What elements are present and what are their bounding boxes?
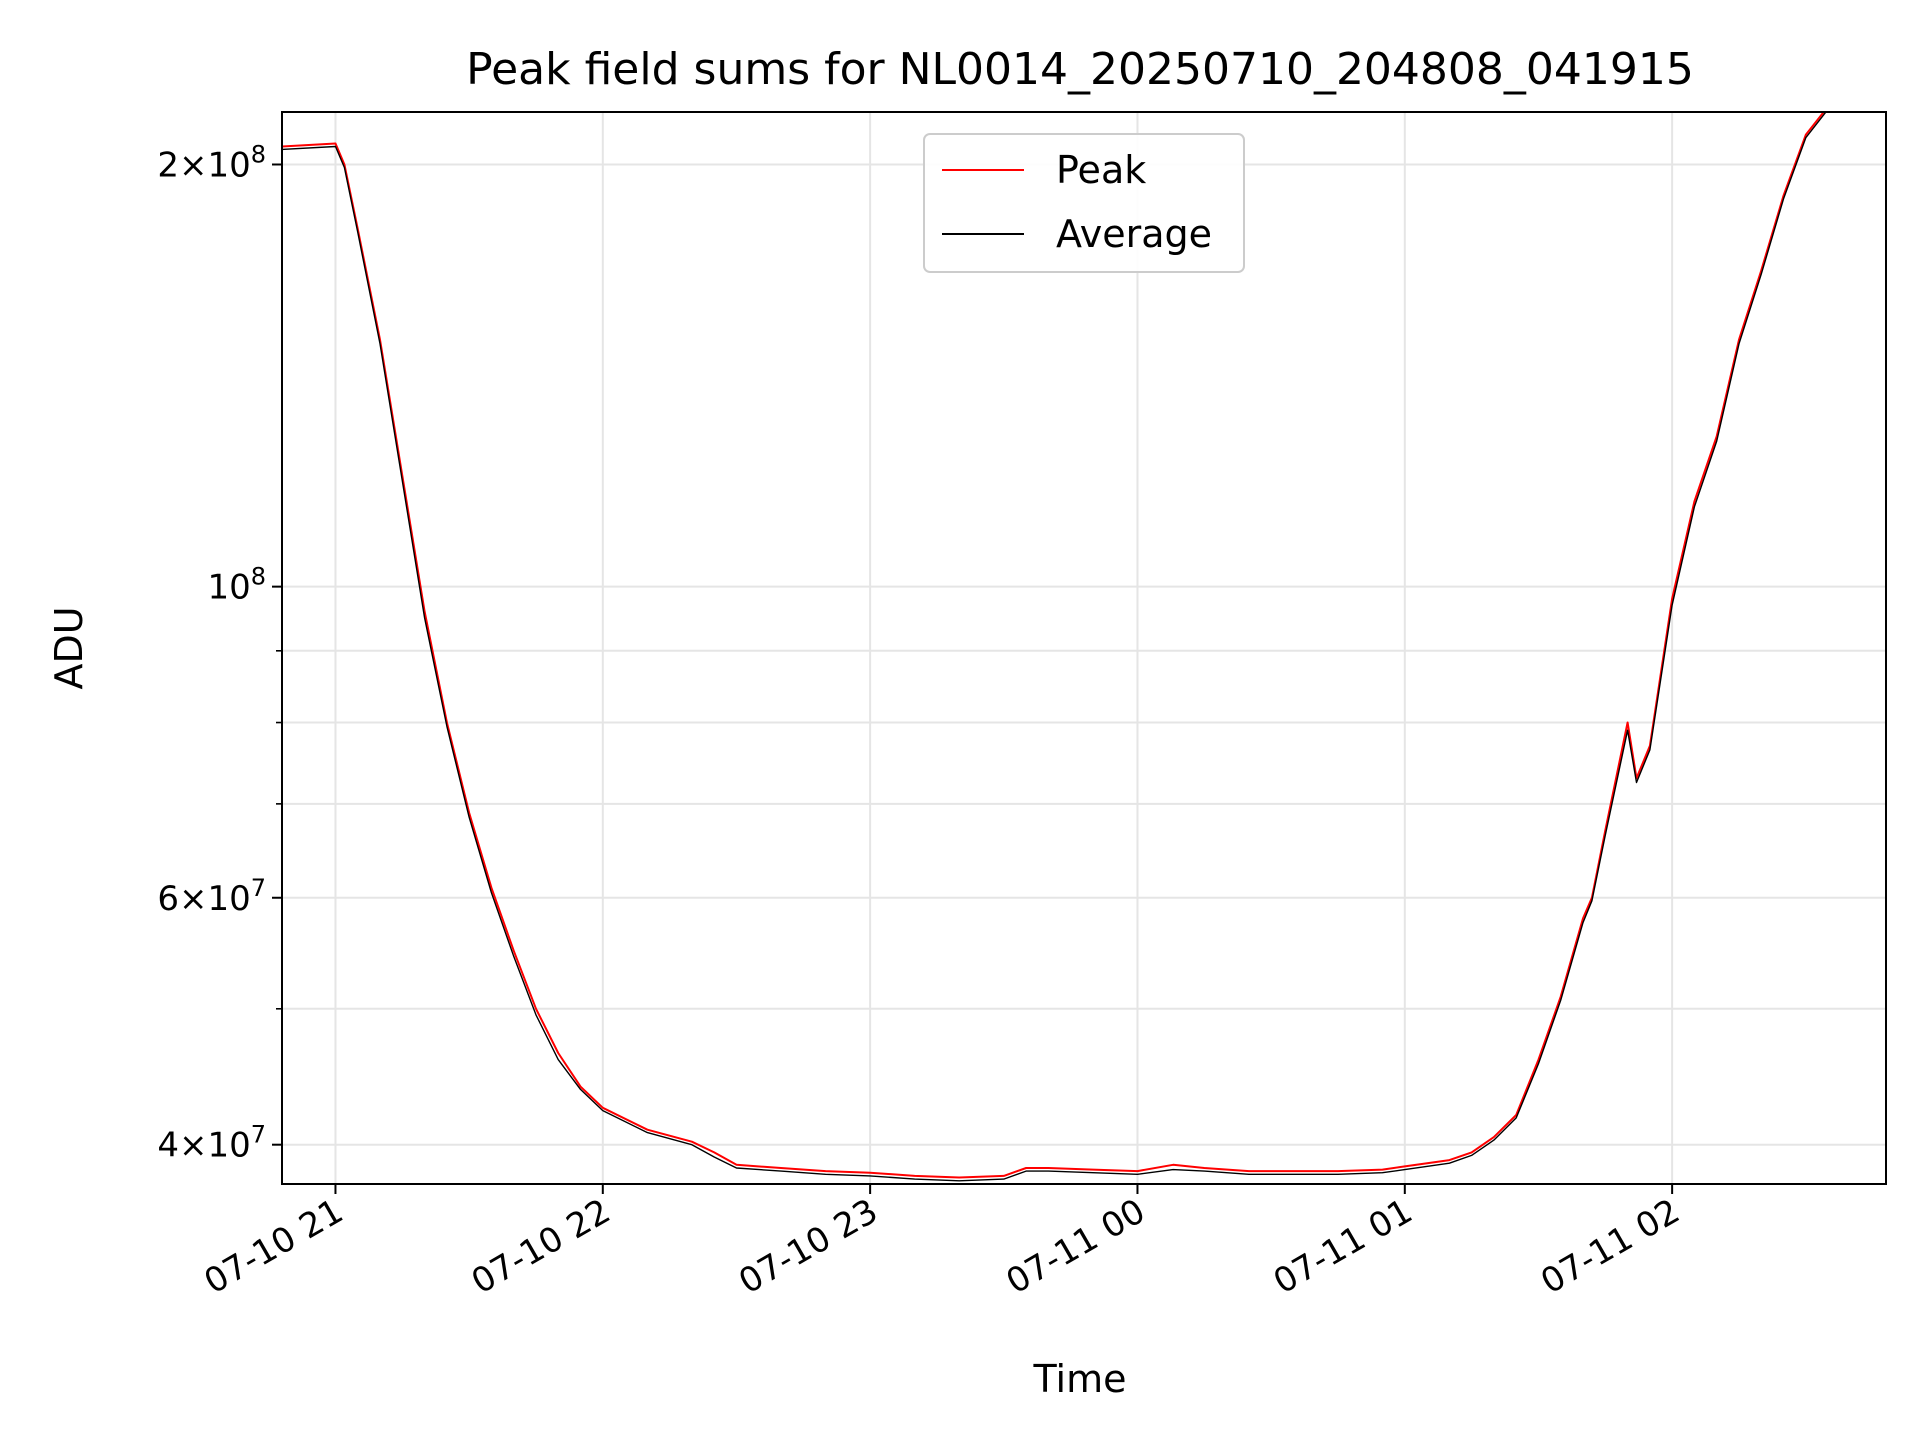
legend-box [923, 133, 1245, 273]
legend-label-peak: Peak [1056, 148, 1146, 192]
legend-label-average: Average [1056, 212, 1212, 256]
y-axis-label: ADU [47, 606, 91, 689]
series-line-average [282, 112, 1827, 1182]
y-tick-label: 2×108 [157, 140, 266, 185]
y-tick-label: 108 [207, 563, 266, 608]
series-layer [282, 112, 1827, 1182]
y-tick-label: 4×107 [157, 1121, 266, 1166]
legend: Peak Average [923, 133, 1245, 273]
y-tick-label: 6×107 [157, 874, 266, 919]
plot-frame [281, 111, 1887, 1185]
x-axis-label: Time [1033, 1357, 1127, 1401]
series-line-peak [282, 112, 1825, 1179]
chart-title: Peak field sums for NL0014_20250710_2048… [466, 44, 1694, 95]
